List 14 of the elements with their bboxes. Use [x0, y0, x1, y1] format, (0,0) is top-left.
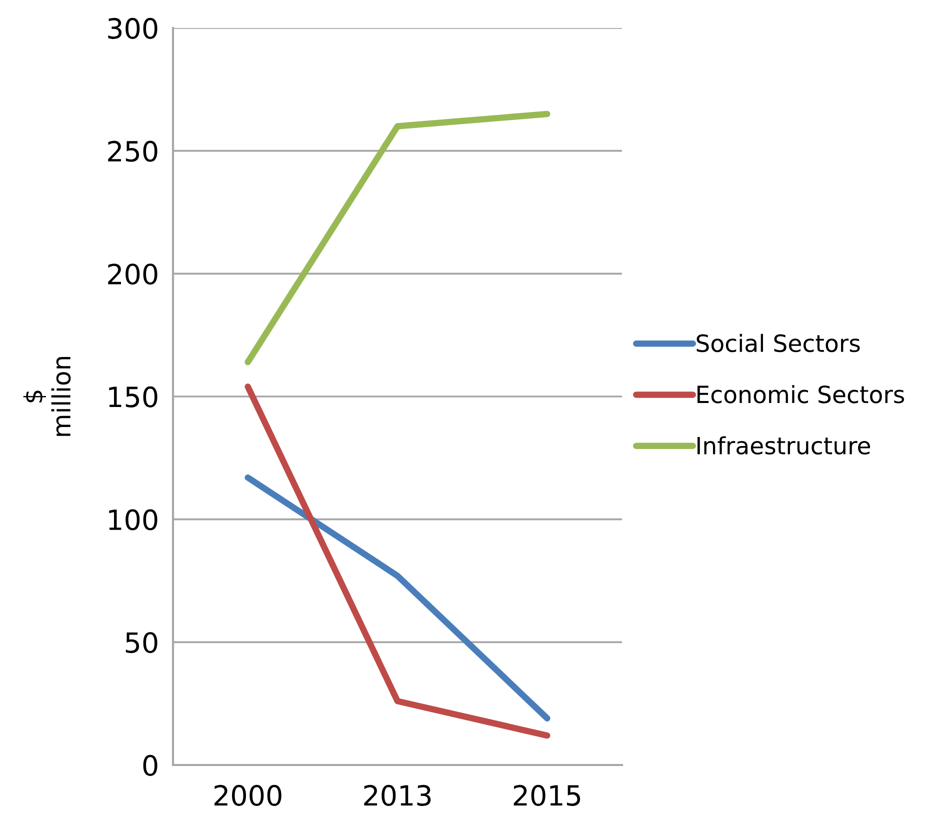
y-tick-label: 250: [108, 140, 158, 162]
legend-label: Economic Sectors: [698, 385, 904, 404]
y-tick-label: 0: [143, 754, 158, 776]
x-tick-label: 2015: [514, 784, 580, 806]
y-axis-title: $ million: [23, 356, 71, 436]
x-tick-label: 2013: [364, 784, 431, 806]
legend-label: Infraestructure: [698, 436, 870, 455]
legend-label: Social Sectors: [696, 334, 860, 352]
y-tick-label: 50: [126, 632, 158, 654]
y-tick-label: 200: [108, 264, 158, 285]
x-tick-label: 2000: [214, 784, 282, 806]
y-tick-label: 300: [108, 18, 158, 39]
y-tick-label: 150: [109, 386, 158, 408]
y-tick-label: 100: [109, 509, 158, 530]
